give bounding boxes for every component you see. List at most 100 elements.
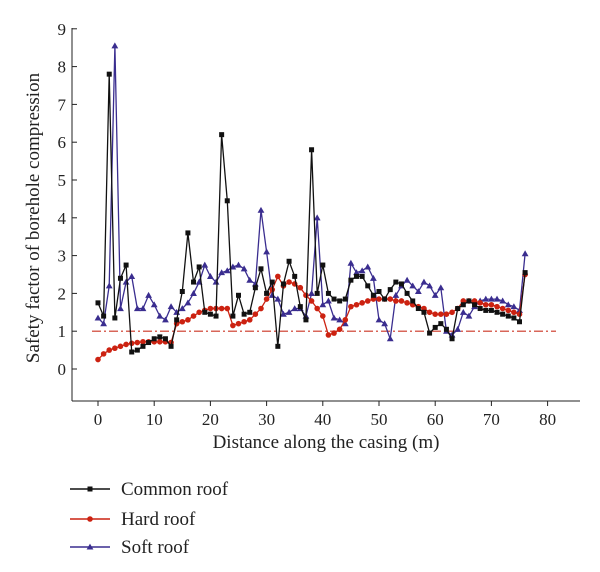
- data-point: [101, 313, 107, 319]
- x-tick-label: 0: [94, 410, 103, 429]
- data-point: [308, 298, 315, 304]
- y-tick-label: 7: [58, 95, 67, 114]
- data-point: [488, 295, 495, 302]
- data-point: [477, 306, 483, 312]
- data-point: [364, 263, 372, 270]
- data-point: [438, 321, 444, 327]
- data-point: [393, 279, 399, 285]
- data-point: [190, 313, 197, 319]
- chart-legend: Common roof Hard roof Soft roof: [70, 479, 229, 558]
- data-point: [213, 313, 219, 319]
- data-point: [236, 292, 241, 298]
- data-point: [235, 261, 242, 268]
- data-point: [219, 132, 225, 138]
- data-point: [404, 290, 410, 296]
- data-point: [308, 290, 315, 296]
- data-point: [134, 339, 141, 346]
- data-point: [111, 42, 119, 49]
- data-point: [235, 320, 242, 327]
- data-point: [410, 298, 416, 304]
- data-point: [472, 302, 478, 308]
- data-point: [376, 296, 382, 302]
- data-point: [286, 279, 292, 285]
- data-point: [375, 316, 383, 323]
- data-point: [347, 259, 355, 266]
- data-point: [241, 311, 247, 317]
- data-point: [258, 266, 264, 272]
- x-tick-label: 50: [371, 410, 388, 429]
- data-point: [511, 315, 517, 321]
- data-point: [146, 340, 152, 346]
- data-point: [477, 300, 483, 306]
- data-point: [443, 311, 450, 317]
- x-tick-label: 40: [314, 410, 331, 429]
- data-point: [427, 330, 433, 336]
- data-point: [382, 296, 388, 302]
- x-axis-label: Distance along the casing (m): [213, 432, 440, 453]
- data-point: [207, 272, 214, 279]
- data-point: [263, 296, 270, 302]
- data-point: [258, 305, 264, 312]
- data-point: [145, 291, 152, 298]
- data-point: [354, 273, 360, 279]
- data-point: [348, 277, 354, 283]
- data-point: [252, 311, 259, 317]
- data-point: [376, 289, 382, 295]
- x-tick-label: 20: [202, 410, 219, 429]
- data-point: [459, 308, 467, 315]
- data-point: [286, 258, 292, 264]
- data-point: [331, 330, 337, 336]
- data-point: [381, 320, 389, 327]
- data-point: [415, 306, 421, 312]
- data-point: [191, 279, 197, 285]
- data-point: [179, 318, 186, 325]
- data-point: [511, 309, 517, 316]
- data-point: [336, 326, 343, 333]
- data-point: [280, 310, 287, 317]
- data-point: [106, 347, 113, 353]
- data-point: [263, 248, 270, 255]
- data-point: [240, 265, 248, 272]
- data-point: [196, 264, 202, 270]
- data-point: [414, 288, 422, 295]
- legend-marker: [87, 486, 93, 492]
- data-point: [190, 290, 197, 296]
- data-point: [100, 351, 107, 357]
- data-point: [314, 305, 320, 312]
- data-point: [320, 262, 326, 268]
- data-point: [157, 338, 163, 345]
- data-point: [342, 296, 348, 302]
- data-point: [325, 332, 332, 338]
- data-point: [274, 295, 282, 302]
- data-point: [465, 312, 473, 319]
- data-point: [100, 320, 108, 327]
- data-point: [341, 320, 349, 327]
- y-axis-label: Safety factor of borehole compression: [23, 72, 44, 363]
- data-point: [218, 305, 225, 312]
- data-point: [342, 317, 349, 323]
- data-point: [140, 343, 146, 349]
- data-point: [252, 285, 258, 291]
- data-point: [105, 282, 113, 289]
- data-point: [201, 261, 209, 268]
- data-point: [224, 305, 231, 312]
- data-point: [499, 297, 507, 304]
- data-point: [432, 311, 439, 317]
- data-point: [162, 316, 169, 323]
- data-point: [157, 334, 163, 340]
- y-tick-label: 5: [58, 171, 67, 190]
- data-point: [185, 230, 191, 236]
- data-point: [337, 298, 343, 304]
- data-point: [167, 303, 175, 310]
- data-point: [313, 214, 321, 221]
- data-point: [275, 273, 281, 280]
- data-point: [409, 282, 417, 289]
- data-point: [454, 325, 462, 332]
- data-point: [494, 303, 500, 310]
- data-point: [297, 284, 304, 291]
- y-tick-label: 1: [58, 322, 67, 341]
- data-point: [179, 289, 185, 295]
- x-tick-label: 80: [539, 410, 556, 429]
- data-point: [285, 308, 293, 315]
